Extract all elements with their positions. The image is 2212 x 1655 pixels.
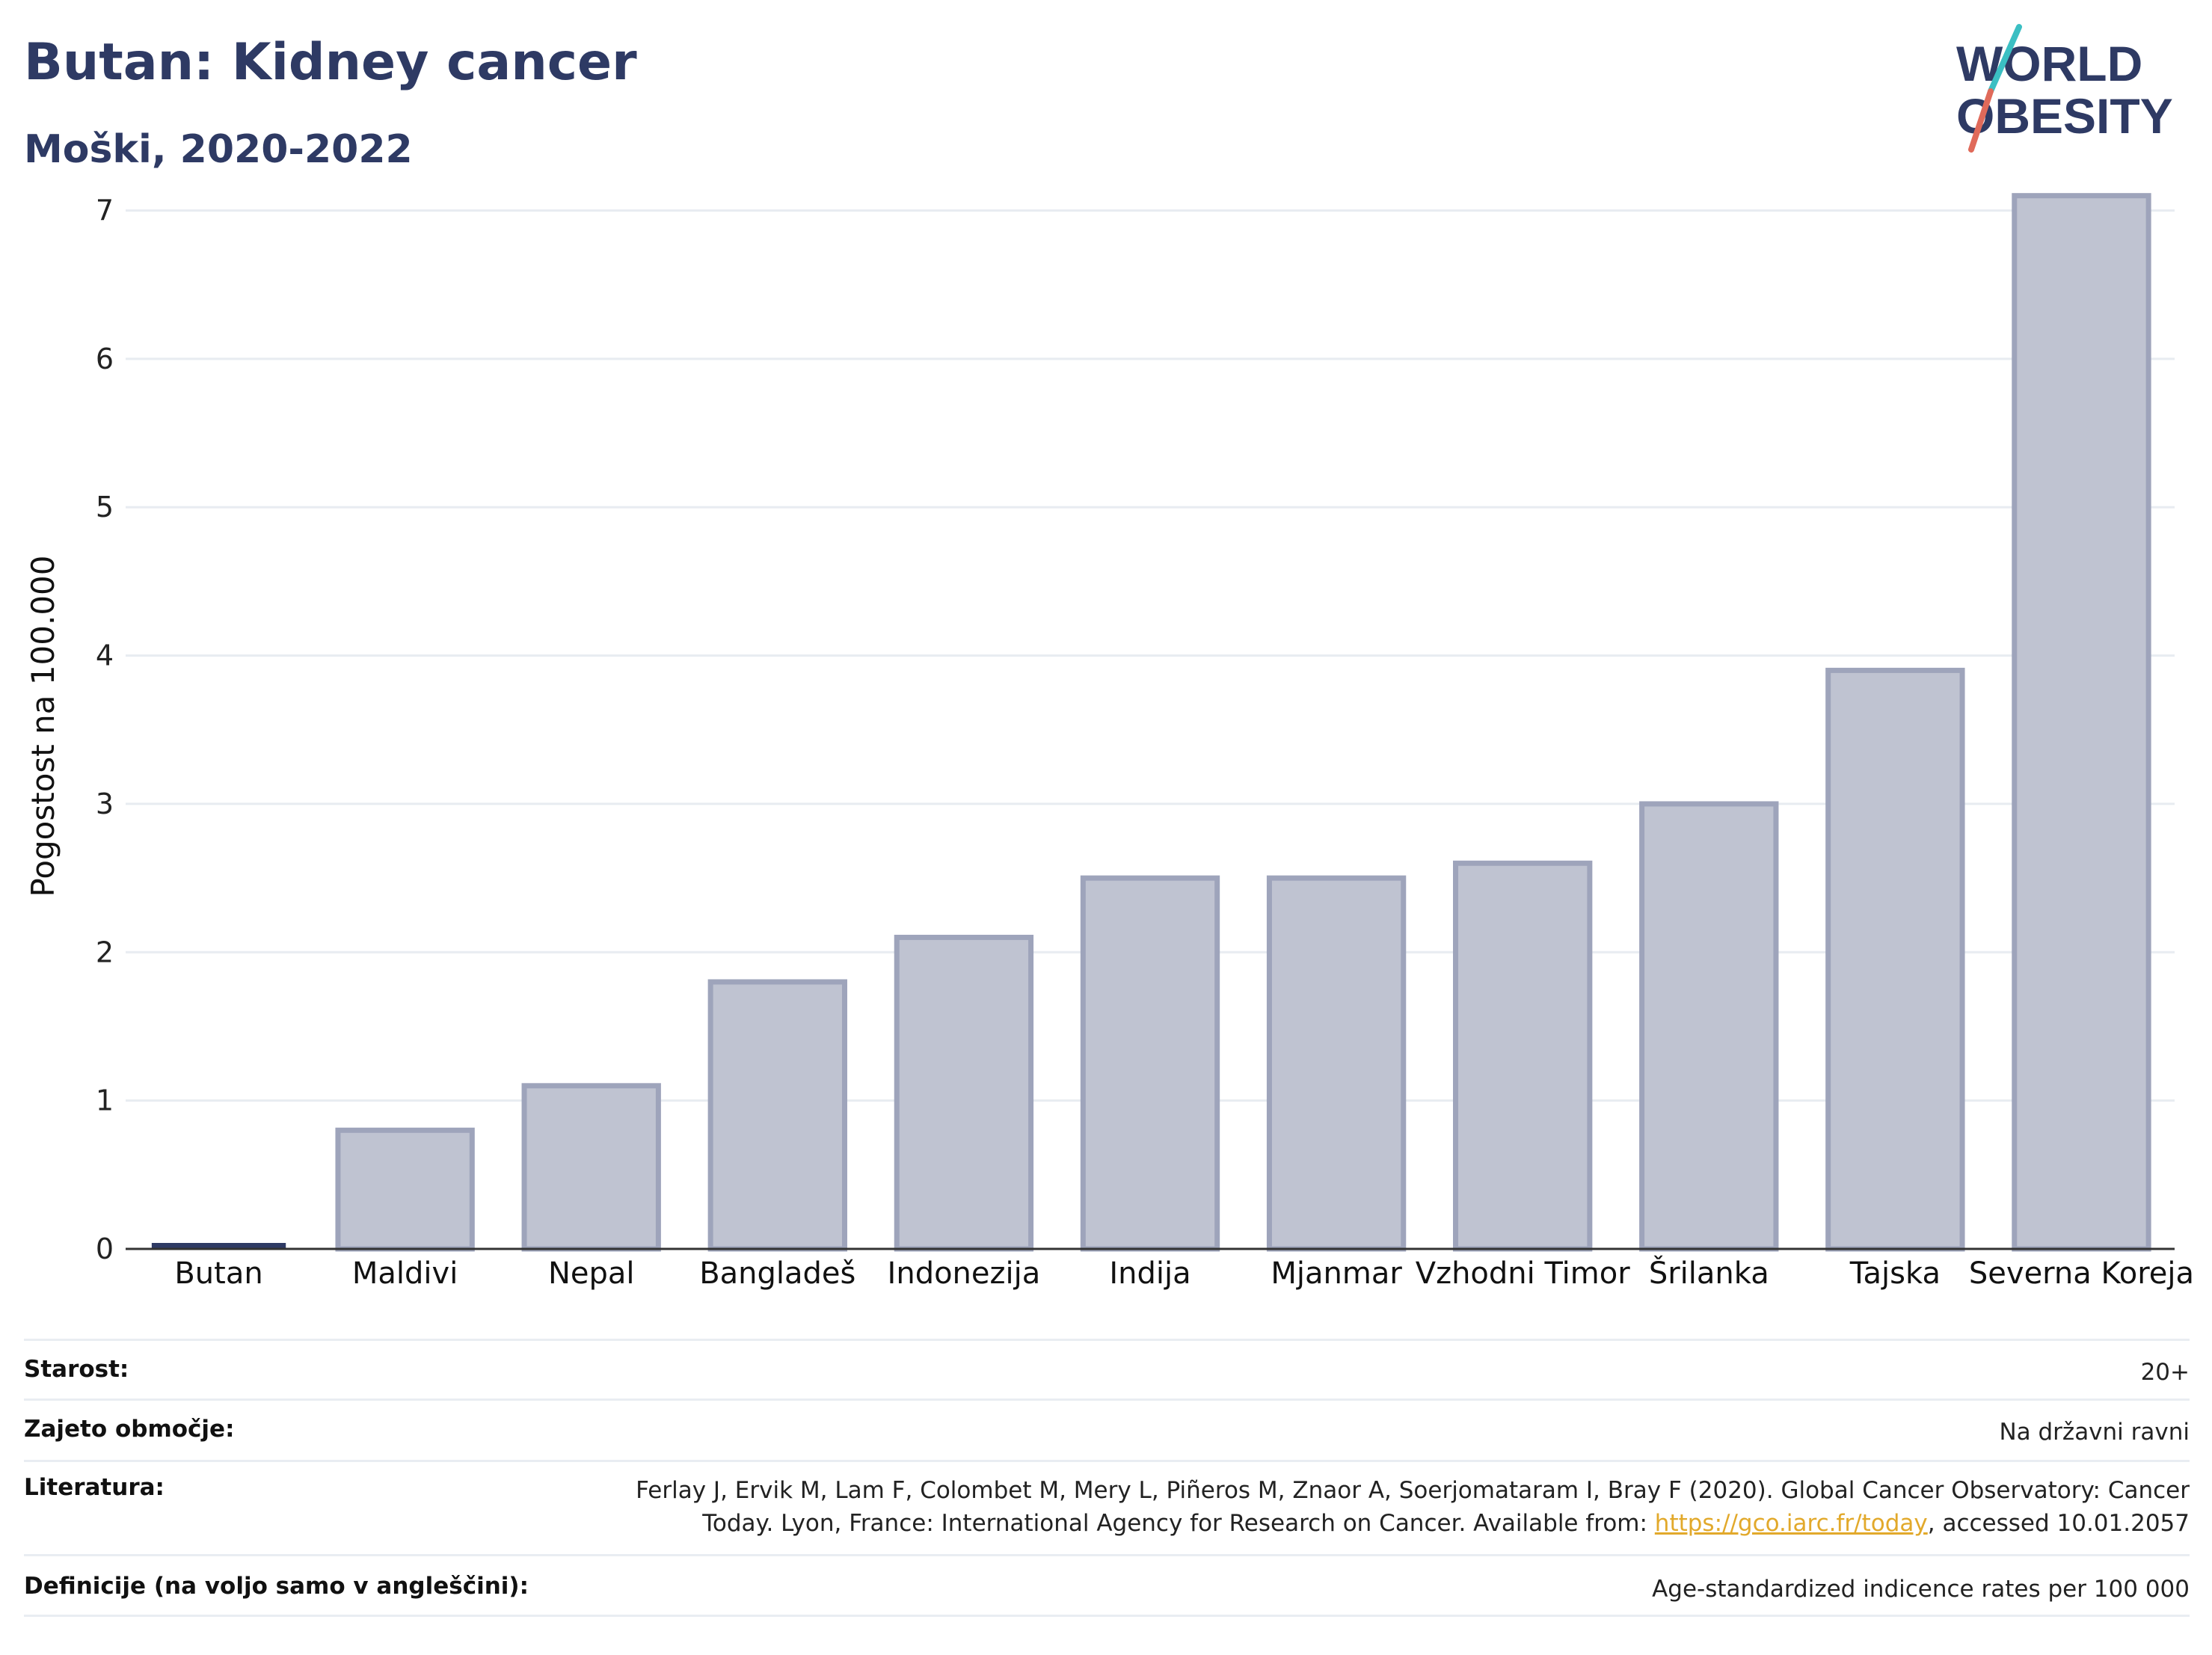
- bar-8: [1639, 801, 1779, 1252]
- bar-10: [2012, 193, 2151, 1252]
- y-tick-label: 4: [96, 639, 114, 672]
- y-axis-title: Pogostost na 100.000: [25, 555, 61, 897]
- x-tick-label: Maldivi: [352, 1256, 458, 1291]
- info-row-definitions: Definicije (na voljo samo v angleščini):…: [24, 1554, 2190, 1617]
- info-row-reference: Literatura: Ferlay J, Ervik M, Lam F, Co…: [24, 1460, 2190, 1554]
- definitions-label: Definicije (na voljo samo v angleščini):: [24, 1573, 529, 1600]
- y-tick-label: 3: [96, 787, 114, 820]
- x-tick-label: Šrilanka: [1649, 1255, 1769, 1291]
- chart-title: Butan: Kidney cancer: [24, 33, 637, 92]
- x-tick-label: Mjanmar: [1271, 1256, 1402, 1291]
- logo-slash-bottom: [1968, 88, 1994, 153]
- bar-7: [1453, 860, 1593, 1252]
- x-tick-label: Vzhodni Timor: [1416, 1256, 1631, 1291]
- age-value: 20+: [2140, 1359, 2190, 1386]
- bar-9: [1825, 667, 1965, 1252]
- bar-6: [1266, 875, 1407, 1252]
- y-tick-label: 2: [96, 936, 114, 968]
- bar-0: [151, 1243, 286, 1249]
- x-tick-label: Bangladeš: [699, 1256, 855, 1291]
- x-tick-label: Severna Koreja: [1969, 1256, 2194, 1291]
- bar-3: [707, 979, 847, 1252]
- reference-line2: Today. Lyon, France: International Agenc…: [636, 1507, 2190, 1540]
- age-label: Starost:: [24, 1356, 129, 1383]
- labels: 0 1 2 3 4 5 6 7 Butan Maldivi Nepal Bangladeš Indone…: [25, 194, 2194, 1291]
- bar-5: [1080, 875, 1220, 1252]
- definitions-value: Age-standardized indicence rates per 100…: [1652, 1576, 2190, 1603]
- reference-label: Literatura:: [24, 1474, 165, 1501]
- reference-link[interactable]: https://gco.iarc.fr/today: [1654, 1510, 1928, 1537]
- x-tick-label: Tajska: [1849, 1256, 1941, 1291]
- y-tick-label: 7: [96, 194, 114, 227]
- y-tick-label: 6: [96, 343, 114, 375]
- bar-2: [521, 1083, 661, 1252]
- info-table: Starost: 20+ Zajeto območje: Na državni …: [24, 1339, 2190, 1617]
- logo-slash-top: [1988, 24, 2022, 94]
- chart-subtitle: Moški, 2020-2022: [24, 127, 413, 172]
- reference-line2-pre: Today. Lyon, France: International Agenc…: [702, 1510, 1655, 1537]
- bar-1: [335, 1127, 475, 1252]
- info-row-coverage: Zajeto območje: Na državni ravni: [24, 1398, 2190, 1460]
- world-obesity-logo: WORLD OBESITY: [1956, 24, 2173, 153]
- y-tick-label: 5: [96, 491, 114, 523]
- reference-value: Ferlay J, Ervik M, Lam F, Colombet M, Me…: [636, 1474, 2190, 1540]
- reference-line2-post: , accessed 10.01.2057: [1927, 1510, 2190, 1537]
- x-tick-label: Indija: [1109, 1256, 1191, 1291]
- bars: [151, 193, 2151, 1252]
- info-row-age: Starost: 20+: [24, 1339, 2190, 1398]
- reference-line1: Ferlay J, Ervik M, Lam F, Colombet M, Me…: [636, 1477, 2190, 1504]
- y-tick-label: 0: [96, 1232, 114, 1265]
- y-tick-label: 1: [96, 1084, 114, 1117]
- x-tick-label: Nepal: [548, 1256, 635, 1291]
- logo-line1: WORLD: [1956, 36, 2142, 91]
- x-tick-label: Butan: [174, 1256, 262, 1291]
- logo-line2: OBESITY: [1956, 88, 2173, 144]
- bar-chart: 0 1 2 3 4 5 6 7 Butan Maldivi Nepal Bangladeš Indone…: [25, 193, 2194, 1291]
- coverage-value: Na državni ravni: [1999, 1419, 2190, 1446]
- coverage-label: Zajeto območje:: [24, 1416, 235, 1443]
- x-tick-label: Indonezija: [888, 1256, 1041, 1291]
- bar-4: [894, 934, 1034, 1252]
